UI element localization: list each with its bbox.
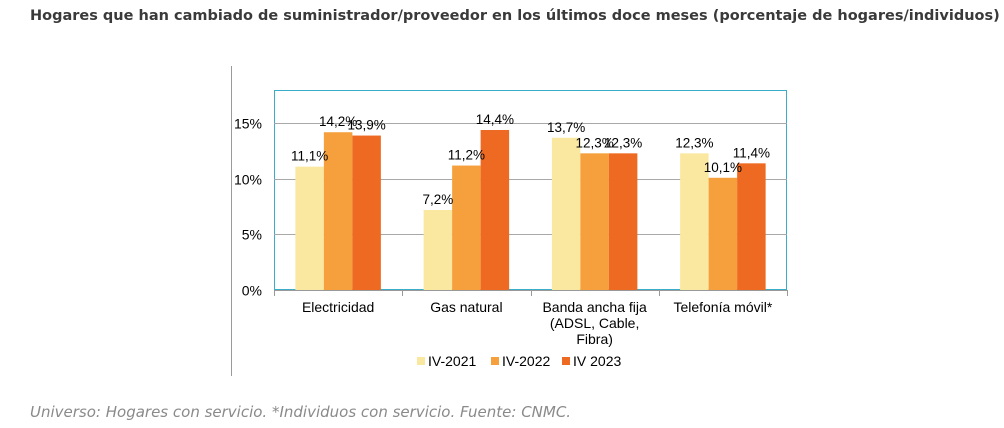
data-label: 12,3%	[575, 135, 613, 150]
source-note: Universo: Hogares con servicio. *Individ…	[30, 403, 572, 421]
bar-chart: 11,1%14,2%13,9%7,2%11,2%14,4%13,7%12,3%1…	[231, 66, 788, 376]
bar	[680, 153, 709, 290]
legend-label: IV-2022	[502, 353, 550, 369]
legend-swatch	[417, 357, 425, 365]
category-label: Electricidad	[302, 299, 374, 315]
data-label: 12,3%	[675, 135, 713, 150]
bar	[608, 153, 638, 290]
legend-swatch	[491, 357, 499, 365]
y-tick-label: 5%	[242, 227, 262, 243]
page-title: Hogares que han cambiado de suministrado…	[30, 8, 1000, 24]
data-label: 11,1%	[291, 149, 328, 164]
legend-label: IV 2023	[573, 353, 621, 369]
bar	[551, 137, 581, 290]
bar	[737, 163, 766, 290]
bar	[452, 165, 481, 290]
bar	[423, 210, 453, 290]
data-label: 12,3%	[604, 135, 642, 150]
data-label: 14,4%	[476, 112, 514, 127]
y-tick-label: 0%	[242, 283, 262, 299]
data-label: 11,4%	[733, 145, 770, 160]
data-label: 13,9%	[347, 118, 385, 133]
data-label: 14,2%	[319, 114, 357, 129]
category-label: Telefonía móvil*	[673, 299, 772, 315]
plot-area-border	[274, 90, 787, 290]
bar	[352, 135, 381, 290]
legend-swatch	[562, 357, 570, 365]
legend-label: IV-2021	[428, 353, 476, 369]
data-label: 11,2%	[448, 148, 485, 163]
y-tick-label: 15%	[234, 116, 262, 132]
bar	[295, 166, 324, 290]
data-label: 7,2%	[422, 192, 453, 207]
category-label: Gas natural	[430, 299, 502, 315]
data-label: 10,1%	[704, 160, 742, 175]
data-label: 13,7%	[547, 120, 585, 135]
category-label: Banda ancha fija (ADSL, Cable, Fibra)	[542, 299, 647, 347]
bar	[708, 177, 738, 290]
bar	[580, 153, 609, 290]
bar	[323, 132, 353, 290]
y-tick-label: 10%	[234, 172, 262, 188]
bar	[480, 130, 510, 290]
